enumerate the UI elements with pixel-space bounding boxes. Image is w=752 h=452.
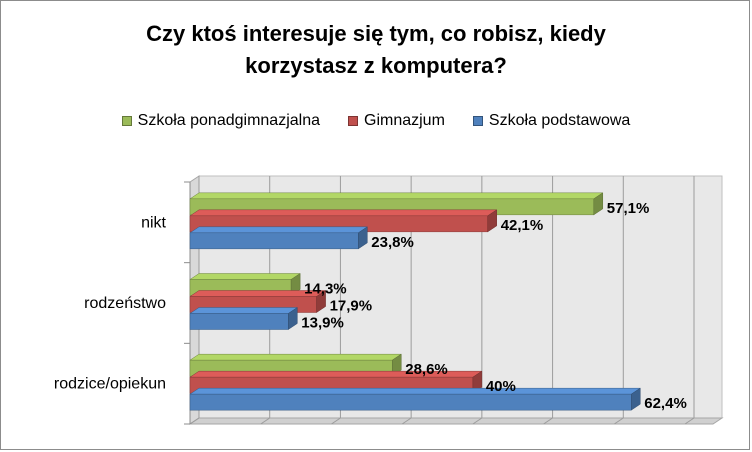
bar-top-face	[189, 209, 498, 217]
bar-top-face	[189, 192, 604, 200]
legend-item-ponadgimnazjalna: Szkoła ponadgimnazjalna	[121, 110, 320, 132]
bar-end-face	[316, 290, 326, 313]
gridline-floor	[260, 417, 270, 425]
gridline-floor	[401, 417, 412, 425]
bar-front-face	[189, 232, 359, 250]
data-label-1-2: 13,9%	[301, 315, 344, 332]
category-labels: nikt rodzeństwo rodzice/opiekun	[54, 214, 167, 392]
chart-title-line-2: korzystasz z komputera?	[245, 53, 507, 78]
legend-label-ponadgimnazjalna: Szkoła ponadgimnazjalna	[137, 112, 320, 129]
gridline-floor	[331, 417, 341, 425]
data-label-0-2: 23,8%	[371, 234, 414, 251]
bar-front-face	[189, 313, 289, 330]
bar-1-2	[189, 307, 299, 330]
bar-top-face	[189, 387, 642, 395]
legend-swatch-podstawowa	[472, 116, 483, 126]
category-label-1: rodzeństwo	[84, 295, 166, 312]
legend-swatch-gimnazjum	[348, 116, 358, 126]
gridline-floor	[684, 417, 695, 425]
category-label-2: rodzice/opiekun	[54, 376, 166, 393]
data-labels: 57,1% 42,1% 23,8% 14,3%17,9%13,9% 28,6% 40% 62…	[301, 200, 687, 412]
data-label-0-1: 42,1%	[501, 217, 544, 234]
bar-top-face	[189, 273, 301, 280]
gridline-floor	[472, 417, 483, 425]
legend-swatch-ponadgimnazjalna	[121, 116, 132, 126]
gridline-floor	[189, 417, 200, 425]
plot-floor	[188, 417, 724, 425]
legend-item-podstawowa: Szkoła podstawowa	[472, 110, 631, 132]
bar-end-face	[391, 353, 402, 377]
bar-2-2	[189, 387, 642, 411]
chart-legend: Szkoła ponadgimnazjalna Gimnazjum Szkoła…	[0, 110, 752, 132]
bar-top-face	[189, 353, 403, 361]
bar-top-face	[189, 307, 299, 314]
bar-end-face	[288, 307, 298, 330]
bar-end-face	[358, 226, 368, 250]
bar-end-face	[593, 192, 604, 216]
bars	[189, 192, 642, 411]
bar-end-face	[472, 370, 483, 394]
data-label-0-0: 57,1%	[607, 200, 650, 217]
data-label-1-1: 17,9%	[330, 298, 373, 315]
chart-title: Czy ktoś interesuje się tym, co robisz, …	[0, 18, 752, 82]
chart-title-line-1: Czy ktoś interesuje się tym, co robisz, …	[146, 21, 606, 46]
gridline-floor	[614, 417, 624, 425]
legend-label-gimnazjum: Gimnazjum	[364, 112, 445, 129]
bar-front-face	[189, 393, 632, 411]
bar-end-face	[290, 273, 301, 296]
data-label-2-1: 40%	[486, 378, 516, 395]
bar-0-2	[189, 226, 369, 250]
bar-end-face	[487, 209, 497, 233]
category-label-0: nikt	[141, 214, 166, 231]
bar-top-face	[189, 226, 369, 234]
gridline-floor	[543, 417, 553, 425]
legend-item-gimnazjum: Gimnazjum	[348, 110, 445, 132]
bar-end-face	[631, 387, 641, 411]
data-label-2-2: 62,4%	[644, 395, 687, 412]
data-label-1-0: 14,3%	[304, 281, 347, 298]
legend-label-podstawowa: Szkoła podstawowa	[488, 112, 631, 129]
data-label-2-0: 28,6%	[405, 361, 448, 378]
